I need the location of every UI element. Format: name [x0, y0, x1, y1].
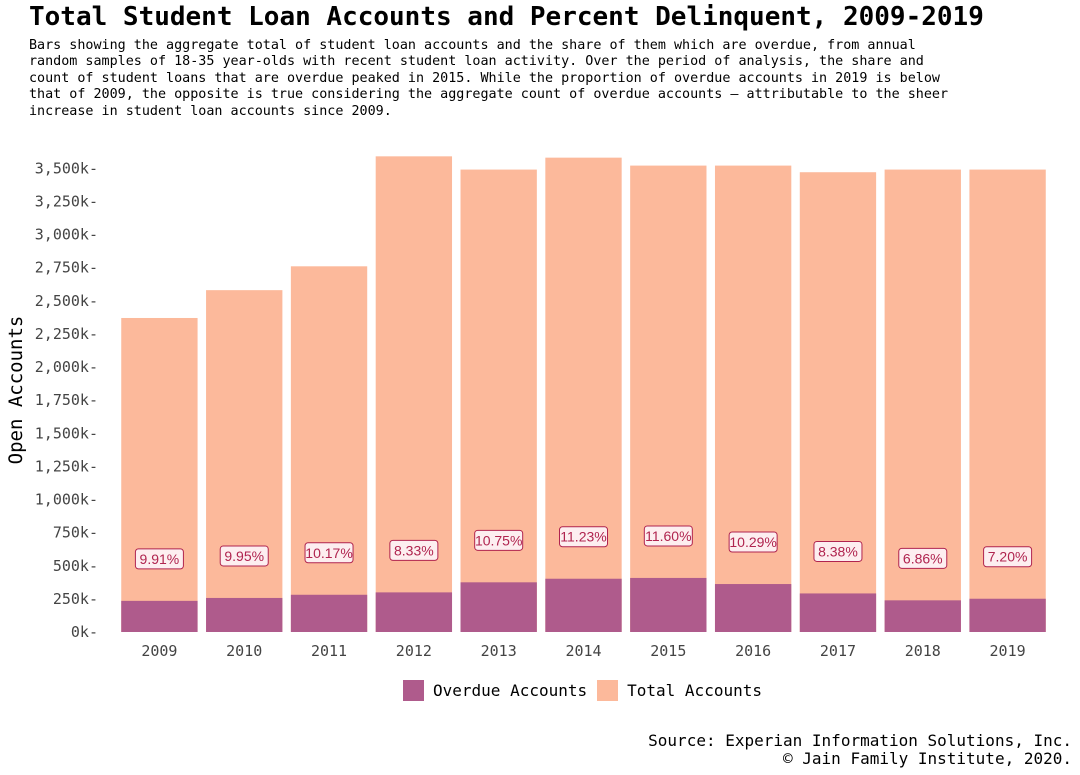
- percent-label-box-2010: [219, 545, 269, 567]
- x-tick-label-2018: 2018: [905, 642, 941, 660]
- x-tick-label-2017: 2017: [820, 642, 856, 660]
- percent-label-2019: 7.20%: [988, 549, 1028, 565]
- total-bar-2016: [714, 165, 792, 632]
- legend-swatch-overdue: [403, 680, 424, 701]
- legend-label-total: Total Accounts: [627, 681, 762, 700]
- percent-label-box-2015: [643, 525, 693, 547]
- x-tick-label-2015: 2015: [650, 642, 686, 660]
- subtitle-line: random samples of 18-35 year-olds with r…: [29, 54, 924, 70]
- x-tick-label-2014: 2014: [565, 642, 601, 660]
- x-tick-label-2016: 2016: [735, 642, 771, 660]
- percent-label-box-2019: [983, 546, 1033, 568]
- legend-swatch-total: [597, 680, 619, 701]
- x-tick-label-2011: 2011: [311, 642, 347, 660]
- percent-label-box-2016: [728, 531, 778, 553]
- x-tick-label-2012: 2012: [396, 642, 432, 660]
- percent-labels: 9.91% 9.95% 10.17% 8.33% 10.75% 11.23% 11.60% 1…: [134, 525, 1033, 570]
- percent-label-2014: 11.23%: [560, 529, 606, 545]
- overdue-bar-2011: [290, 594, 368, 632]
- x-tick-label-2010: 2010: [226, 642, 262, 660]
- y-tick-label: 2,000k-: [35, 358, 98, 376]
- percent-label-2016: 10.29%: [729, 534, 776, 550]
- percent-label-box-2009: [134, 548, 184, 570]
- subtitle-line: count of student loans that are overdue …: [29, 70, 940, 86]
- legend-label-overdue: Overdue Accounts: [433, 681, 588, 700]
- percent-label-box-2012: [389, 539, 439, 561]
- total-bar-2009: [121, 317, 198, 632]
- overdue-bar-2019: [969, 598, 1046, 632]
- total-bar-2010: [206, 290, 283, 632]
- percent-label-2017: 8.38%: [818, 543, 858, 559]
- copyright-line: © Jain Family Institute, 2020.: [783, 749, 1072, 768]
- percent-label-box-2018: [898, 547, 948, 569]
- x-tick-label-2013: 2013: [481, 642, 517, 660]
- source-note: Source: Experian Information Solutions, …: [648, 732, 1072, 768]
- percent-label-2010: 9.95%: [224, 548, 264, 564]
- overdue-bar-2014: [545, 578, 622, 632]
- legend: Overdue Accounts Total Accounts: [403, 680, 772, 701]
- overdue-bar-2013: [460, 582, 537, 632]
- overdue-bar-2018: [884, 600, 961, 632]
- y-axis-label: Open Accounts: [5, 316, 27, 465]
- y-tick-label: 1,500k-: [35, 424, 98, 442]
- y-tick-label: 500k-: [53, 557, 98, 575]
- total-bar-2015: [630, 165, 707, 632]
- y-axis: 0k- 250k- 500k- 750k- 1,000k- 1,250k- 1,500k- 1…: [35, 159, 98, 641]
- percent-label-box-2017: [813, 540, 863, 562]
- legend-item-overdue: Overdue Accounts: [403, 680, 587, 701]
- overdue-bar-2009: [121, 600, 198, 632]
- percent-label-box-2013: [474, 529, 524, 551]
- percent-label-2018: 6.86%: [903, 550, 943, 566]
- bar-chart: 9.91% 9.95% 10.17% 8.33% 10.75% 11.23% 11.60% 1…: [5, 156, 1046, 660]
- subtitle-line: Bars showing the aggregate total of stud…: [29, 38, 916, 53]
- percent-label-2011: 10.17%: [305, 545, 352, 561]
- y-tick-label: 0k-: [71, 623, 98, 641]
- subtitle-line: increase in student loan accounts since …: [29, 103, 392, 119]
- x-tick-label-2019: 2019: [990, 642, 1026, 660]
- legend-item-total: Total Accounts: [597, 680, 762, 701]
- y-tick-label: 1,000k-: [35, 491, 98, 509]
- y-tick-label: 3,500k-: [35, 159, 98, 177]
- percent-label-box-2011: [304, 542, 354, 564]
- overdue-bar-2010: [206, 597, 283, 632]
- chart-title: Total Student Loan Accounts and Percent …: [29, 2, 984, 32]
- y-tick-label: 2,250k-: [35, 325, 98, 343]
- source-line: Source: Experian Information Solutions, …: [648, 731, 1072, 750]
- percent-label-2012: 8.33%: [394, 542, 434, 558]
- overdue-bars: [121, 577, 1046, 632]
- total-bar-2013: [460, 169, 537, 632]
- percent-label-2009: 9.91%: [140, 551, 180, 567]
- total-bars: [121, 156, 1046, 632]
- chart-subtitle: Bars showing the aggregate total of stud…: [29, 38, 1069, 120]
- total-bar-2017: [799, 172, 877, 632]
- y-tick-label: 3,000k-: [35, 226, 98, 244]
- y-tick-label: 1,750k-: [35, 391, 98, 409]
- total-bar-2011: [290, 266, 368, 632]
- percent-label-2013: 10.75%: [475, 532, 522, 548]
- y-tick-label: 250k-: [53, 590, 98, 608]
- x-tick-label-2009: 2009: [141, 642, 177, 660]
- total-bar-2014: [545, 157, 622, 632]
- overdue-bar-2012: [375, 592, 453, 632]
- overdue-bar-2017: [799, 593, 877, 632]
- y-tick-label: 3,250k-: [35, 192, 98, 210]
- subtitle-line: that of 2009, the opposite is true consi…: [29, 87, 949, 103]
- y-tick-label: 1,250k-: [35, 457, 98, 475]
- y-tick-label: 2,500k-: [35, 292, 98, 310]
- x-axis: 2009 2010 2011 2012 2013 2014 2015 2016 2017 2018…: [141, 642, 1025, 660]
- y-tick-label: 750k-: [53, 524, 98, 542]
- overdue-bar-2015: [630, 577, 707, 632]
- y-tick-label: 2,750k-: [35, 259, 98, 277]
- overdue-bar-2016: [714, 584, 792, 632]
- percent-label-box-2014: [559, 526, 608, 548]
- percent-label-2015: 11.60%: [645, 528, 691, 544]
